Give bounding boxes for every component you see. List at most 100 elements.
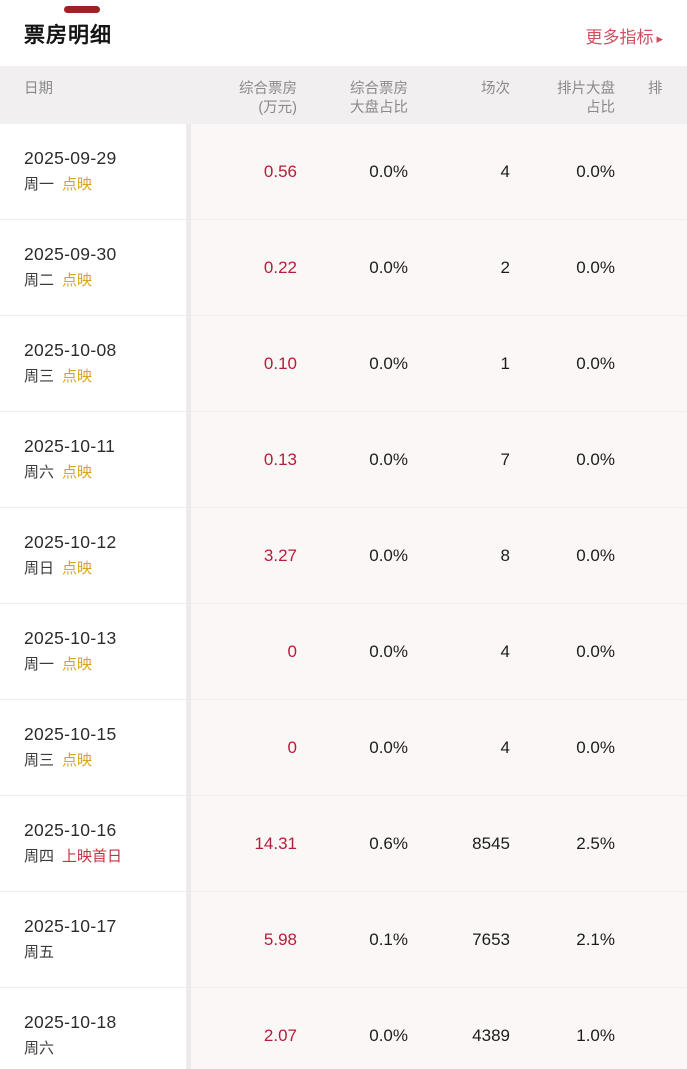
table-row[interactable]: 2025-10-17 周五 5.98 0.1% 7653 2.1%	[0, 892, 687, 988]
table-row[interactable]: 2025-09-30 周二 点映 0.22 0.0% 2 0.0%	[0, 220, 687, 316]
row-schedule-share-value: 0.0%	[576, 737, 615, 757]
column-header-date: 日期	[24, 81, 53, 97]
row-box-office-value: 14.31	[254, 833, 297, 853]
table-row[interactable]: 2025-10-13 周一 点映 0 0.0% 4 0.0%	[0, 604, 687, 700]
date-cell: 2025-10-11 周六 点映	[0, 412, 186, 482]
panel-header: 票房明细 更多指标 ▸	[0, 0, 687, 48]
row-tag: 点映	[62, 752, 93, 769]
row-box-share-value: 0.0%	[369, 641, 408, 661]
row-date: 2025-09-29	[24, 148, 117, 168]
column-header-clipped: 排	[648, 81, 663, 97]
row-tag: 点映	[62, 176, 93, 193]
row-weekday: 周日	[24, 560, 55, 577]
more-metrics-label: 更多指标	[585, 28, 654, 47]
row-tag: 点映	[62, 272, 93, 289]
row-date: 2025-10-13	[24, 628, 117, 648]
row-weekday: 周六	[24, 1040, 55, 1057]
row-sessions-value: 1	[500, 353, 510, 373]
row-schedule-share-value: 0.0%	[576, 353, 615, 373]
row-box-office-value: 5.98	[263, 929, 297, 949]
row-tag: 点映	[62, 656, 93, 673]
date-cell: 2025-09-30 周二 点映	[0, 220, 186, 290]
row-tag: 上映首日	[62, 848, 123, 865]
row-box-share-value: 0.0%	[369, 545, 408, 565]
column-header-box-office: 综合票房 (万元)	[239, 81, 297, 116]
row-schedule-share-value: 2.5%	[576, 833, 615, 853]
date-cell: 2025-10-15 周三 点映	[0, 700, 186, 770]
column-header-schedule-share: 排片大盘 占比	[557, 81, 615, 116]
table-body: 2025-09-29 周一 点映 0.56 0.0% 4 0.0% 2025-09…	[0, 124, 687, 1069]
row-box-share-value: 0.6%	[369, 833, 408, 853]
row-box-share-value: 0.0%	[369, 257, 408, 277]
row-schedule-share-value: 0.0%	[576, 257, 615, 277]
row-date: 2025-10-15	[24, 724, 117, 744]
row-weekday: 周三	[24, 752, 55, 769]
row-sessions-value: 4	[500, 737, 510, 757]
row-sessions-value: 8545	[472, 833, 510, 853]
row-subline: 周四 上映首日	[24, 847, 186, 866]
row-subline: 周三 点映	[24, 751, 186, 770]
row-sessions-value: 2	[500, 257, 510, 277]
row-box-office-value: 0.13	[263, 449, 297, 469]
row-date: 2025-10-16	[24, 820, 117, 840]
row-box-share-value: 0.0%	[369, 737, 408, 757]
row-schedule-share-value: 0.0%	[576, 449, 615, 469]
row-box-share-value: 0.0%	[369, 161, 408, 181]
row-date: 2025-10-08	[24, 340, 117, 360]
date-cell: 2025-10-17 周五	[0, 892, 186, 962]
date-cell: 2025-10-18 周六	[0, 988, 186, 1058]
row-schedule-share-value: 0.0%	[576, 161, 615, 181]
page-title: 票房明细	[24, 24, 112, 47]
chevron-right-icon: ▸	[656, 31, 663, 46]
row-subline: 周六 点映	[24, 463, 186, 482]
row-subline: 周五	[24, 943, 186, 962]
more-metrics-link[interactable]: 更多指标 ▸	[585, 28, 663, 48]
date-cell: 2025-10-08 周三 点映	[0, 316, 186, 386]
row-box-office-value: 0.10	[263, 353, 297, 373]
row-box-office-value: 0	[287, 641, 297, 661]
table-row[interactable]: 2025-09-29 周一 点映 0.56 0.0% 4 0.0%	[0, 124, 687, 220]
column-header-box-share: 综合票房 大盘占比	[350, 81, 408, 116]
row-schedule-share-value: 0.0%	[576, 641, 615, 661]
row-sessions-value: 4389	[472, 1025, 510, 1045]
row-weekday: 周三	[24, 368, 55, 385]
column-header-sessions: 场次	[481, 81, 510, 97]
date-cell: 2025-09-29 周一 点映	[0, 124, 186, 194]
row-tag: 点映	[62, 368, 93, 385]
row-date: 2025-10-12	[24, 532, 117, 552]
date-cell: 2025-10-16 周四 上映首日	[0, 796, 186, 866]
row-subline: 周二 点映	[24, 271, 186, 290]
row-date: 2025-10-17	[24, 916, 117, 936]
row-subline: 周一 点映	[24, 655, 186, 674]
row-sessions-value: 4	[500, 161, 510, 181]
row-sessions-value: 7653	[472, 929, 510, 949]
row-subline: 周一 点映	[24, 175, 186, 194]
row-box-office-value: 0	[287, 737, 297, 757]
row-box-office-value: 0.56	[263, 161, 297, 181]
row-sessions-value: 7	[500, 449, 510, 469]
row-box-share-value: 0.0%	[369, 449, 408, 469]
row-date: 2025-10-18	[24, 1012, 117, 1032]
table-row[interactable]: 2025-10-11 周六 点映 0.13 0.0% 7 0.0%	[0, 412, 687, 508]
row-tag: 点映	[62, 464, 93, 481]
row-schedule-share-value: 2.1%	[576, 929, 615, 949]
row-subline: 周三 点映	[24, 367, 186, 386]
table-row[interactable]: 2025-10-16 周四 上映首日 14.31 0.6% 8545 2.5%	[0, 796, 687, 892]
row-box-share-value: 0.1%	[369, 929, 408, 949]
table-header: 日期 综合票房 (万元) 综合票房 大盘占比 场次 排片大盘 占比 排	[0, 66, 687, 124]
row-weekday: 周一	[24, 176, 55, 193]
row-sessions-value: 8	[500, 545, 510, 565]
row-box-office-value: 0.22	[263, 257, 297, 277]
row-box-share-value: 0.0%	[369, 353, 408, 373]
table-row[interactable]: 2025-10-15 周三 点映 0 0.0% 4 0.0%	[0, 700, 687, 796]
row-box-office-value: 3.27	[263, 545, 297, 565]
row-subline: 周六	[24, 1039, 186, 1058]
row-box-office-value: 2.07	[263, 1025, 297, 1045]
table-row[interactable]: 2025-10-12 周日 点映 3.27 0.0% 8 0.0%	[0, 508, 687, 604]
row-weekday: 周五	[24, 944, 55, 961]
table-row[interactable]: 2025-10-08 周三 点映 0.10 0.0% 1 0.0%	[0, 316, 687, 412]
table-row[interactable]: 2025-10-18 周六 2.07 0.0% 4389 1.0%	[0, 988, 687, 1069]
row-sessions-value: 4	[500, 641, 510, 661]
date-cell: 2025-10-12 周日 点映	[0, 508, 186, 578]
